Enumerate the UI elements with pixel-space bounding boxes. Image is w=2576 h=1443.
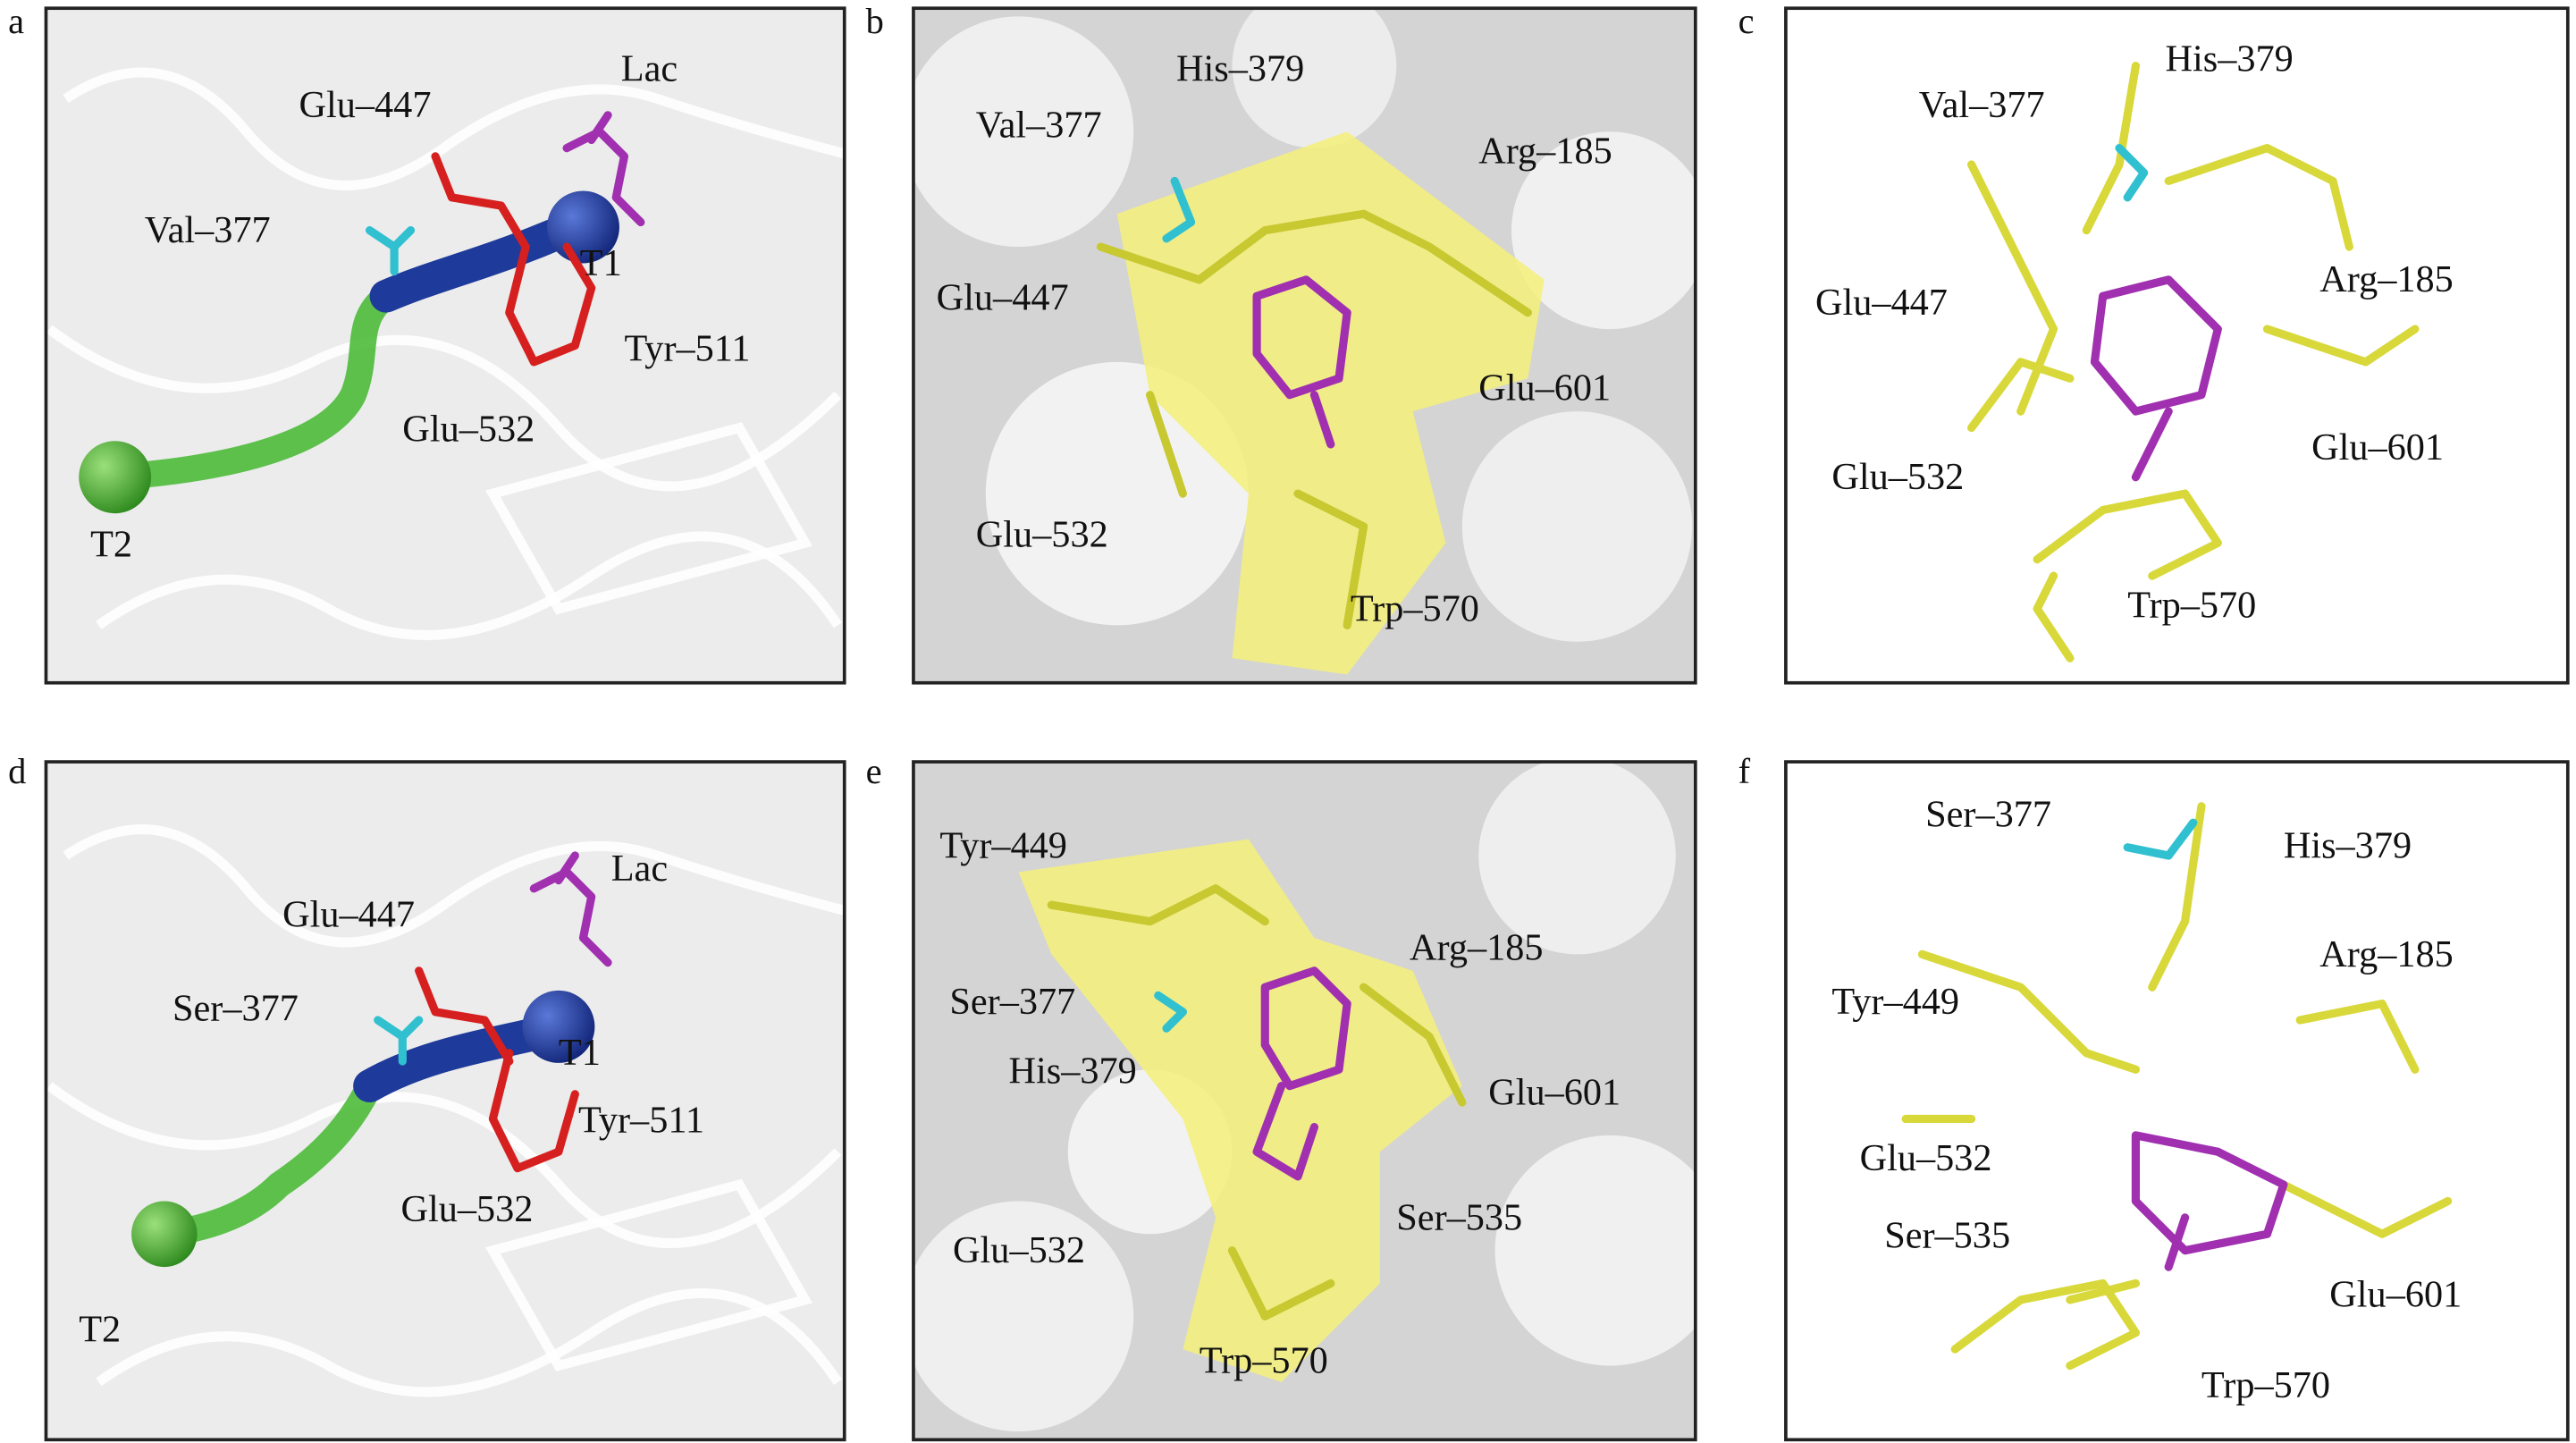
residue-label: Arg–185 [2319,258,2454,300]
panel-letter: a [8,1,24,41]
residue-label: Glu–532 [1831,456,1964,498]
panel-letter: d [8,751,26,791]
panel-letter: e [866,751,882,791]
residue-label: Ser–377 [949,981,1075,1023]
residue-label: Val–377 [1919,84,2045,126]
residue-label: Arg–185 [1478,131,1612,173]
residue-label: Val–377 [976,104,1102,146]
residue-label: Arg–185 [2319,933,2454,975]
residue-label: Tyr–511 [578,1100,704,1142]
residue-label: His–379 [2284,824,2412,866]
frames [44,6,2570,1442]
residue-label: Ser–535 [1884,1214,2010,1256]
residue-label: Tyr–511 [624,328,750,370]
residue-label: Glu–532 [402,409,535,451]
residue-label: Trp–570 [2201,1364,2330,1406]
residue-label: T2 [79,1308,121,1350]
residue-label: Glu–601 [1478,367,1611,409]
residue-label: Ser–377 [1925,793,2051,835]
panel-frame [912,760,1697,1442]
panel-d-art [46,762,845,1440]
residue-label: Glu–447 [1815,282,1948,324]
residue-label: Glu–601 [2329,1274,2462,1316]
residue-label: Glu–532 [953,1229,1085,1271]
residue-label: Glu–601 [1488,1071,1621,1113]
panel-frame [44,760,846,1442]
panel-frame [1784,6,2570,685]
residue-label: T1 [559,1032,601,1074]
residue-label: Tyr–449 [1831,981,1959,1023]
residue-label: Arg–185 [1410,926,1544,968]
residue-label: His–379 [1009,1050,1137,1092]
residue-label: Glu–447 [299,84,432,126]
residue-label: Glu–447 [937,276,1069,318]
residue-label: Lac [611,848,668,890]
residue-label: Glu–532 [400,1188,533,1230]
residue-label: Val–377 [145,209,271,251]
panel-a-art [46,8,845,683]
residue-label: Ser–377 [173,988,299,1030]
panel-f-art [1901,802,2453,1371]
panel-frame [1784,760,2570,1442]
residue-label: T1 [580,242,622,284]
residue-label: T2 [90,524,132,566]
residue-label: Trp–570 [2127,585,2256,627]
panel-c-art [1967,62,2420,662]
residue-label: Trp–570 [1351,587,1479,629]
panel-letter: f [1738,751,1751,791]
residue-label: Trp–570 [1200,1339,1328,1381]
panel-frame [912,6,1697,685]
panel-b-art [913,8,1696,683]
residue-label: His–379 [1176,48,1304,90]
panel-frame [44,6,846,685]
residue-label: Tyr–449 [939,824,1067,866]
residue-label: Glu–532 [976,513,1108,555]
panel-e-art [913,762,1696,1440]
residue-label: Glu–532 [1860,1137,1992,1179]
residue-label: His–379 [2165,38,2293,80]
residue-label: Glu–447 [282,894,415,936]
panel-letter: c [1738,1,1755,41]
residue-label: Ser–535 [1396,1196,1522,1238]
residue-label: Lac [621,48,678,90]
residue-label: Glu–601 [2311,426,2444,468]
panel-letter: b [866,1,884,41]
